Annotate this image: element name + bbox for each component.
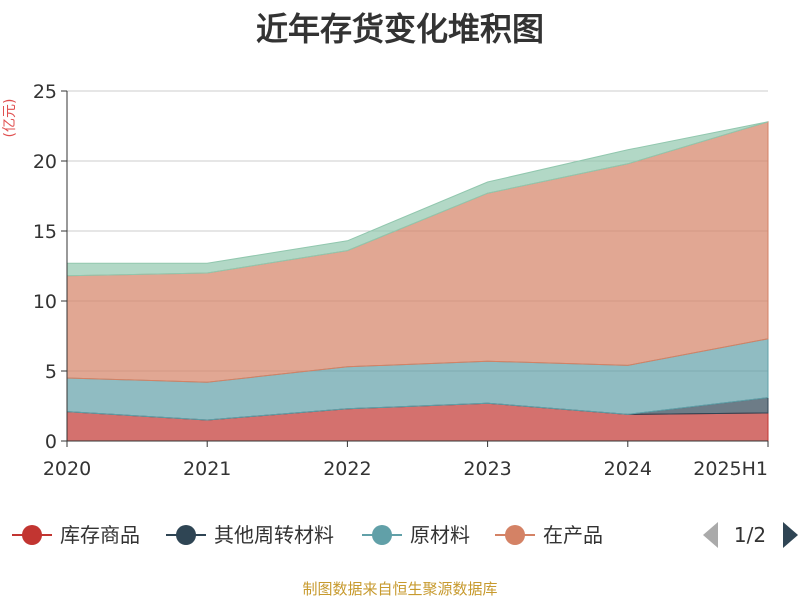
legend-circle-icon [176, 525, 196, 545]
legend-label: 其他周转材料 [214, 523, 334, 547]
y-tick-label: 0 [45, 431, 57, 453]
x-tick-label: 2025H1 [693, 458, 768, 480]
y-tick-label: 25 [33, 81, 57, 103]
x-tick-label: 2023 [463, 458, 511, 480]
legend-label: 在产品 [543, 523, 603, 547]
x-tick-label: 2020 [43, 458, 91, 480]
legend-label: 原材料 [410, 523, 470, 547]
x-tick-label: 2022 [323, 458, 371, 480]
legend-page-indicator: 1/2 [734, 523, 766, 547]
legend-prev-page-icon[interactable] [703, 522, 718, 548]
y-tick-label: 20 [33, 151, 57, 173]
legend-circle-icon [505, 525, 525, 545]
area-series-4[interactable] [66, 121, 769, 277]
y-tick-label: 15 [33, 221, 57, 243]
y-tick-label: 5 [45, 361, 57, 383]
y-axis-unit: (亿元) [2, 99, 18, 138]
x-tick-label: 2024 [604, 458, 652, 480]
legend-item[interactable]: 在产品 [495, 523, 603, 547]
legend-circle-icon [372, 525, 392, 545]
x-tick-label: 2021 [183, 458, 231, 480]
y-tick-label: 10 [33, 291, 57, 313]
chart-title: 近年存货变化堆积图 [256, 10, 544, 48]
legend-item[interactable]: 库存商品 [12, 523, 140, 547]
legend-circle-icon [22, 525, 42, 545]
legend-item[interactable]: 其他周转材料 [166, 523, 334, 547]
legend-item[interactable]: 原材料 [362, 523, 470, 547]
legend-label: 库存商品 [60, 523, 140, 547]
data-source-note: 制图数据来自恒生聚源数据库 [302, 580, 497, 598]
legend-next-page-icon[interactable] [783, 522, 798, 548]
